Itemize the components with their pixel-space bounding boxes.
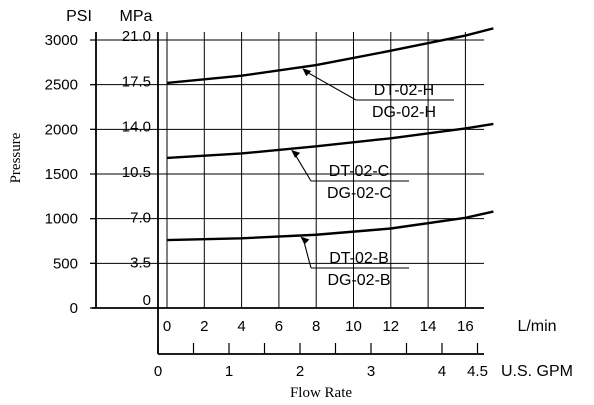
psi-tick-label: 1500 — [45, 166, 78, 183]
mpa-tick-label: 7.0 — [130, 209, 151, 226]
lmin-tick-label: 0 — [163, 318, 171, 335]
mpa-tick-label: 10.5 — [122, 164, 151, 181]
gpm-tick-label: 0 — [154, 363, 162, 380]
gpm-tick-label: 4.5 — [467, 363, 488, 380]
psi-tick-label: 500 — [53, 255, 78, 272]
y-unit-mpa: MPa — [120, 8, 153, 25]
mpa-tick-label: 0 — [143, 292, 151, 309]
lmin-tick-label: 10 — [345, 318, 362, 335]
series-label-bottom: DG-02-B — [327, 272, 390, 289]
psi-tick-label: 2500 — [45, 77, 78, 94]
lmin-tick-label: 6 — [275, 318, 283, 335]
lmin-tick-label: 14 — [420, 318, 437, 335]
psi-tick-label: 1000 — [45, 211, 78, 228]
curves — [166, 27, 494, 242]
gpm-tick-label: 1 — [225, 363, 233, 380]
lmin-tick-label: 2 — [200, 318, 208, 335]
series-label-top: DT-02-B — [329, 250, 389, 267]
series-leader-line — [302, 239, 312, 269]
lmin-tick-label: 12 — [382, 318, 399, 335]
psi-tick-label: 3000 — [45, 32, 78, 49]
lmin-tick-label: 4 — [237, 318, 245, 335]
series-arrowhead — [291, 149, 301, 158]
series-label-bottom: DG-02-H — [372, 104, 436, 121]
x-unit-gpm: U.S. GPM — [501, 363, 573, 380]
mpa-tick-label: 3.5 — [130, 255, 151, 272]
mpa-tick-label: 17.5 — [122, 73, 151, 90]
psi-tick-label: 2000 — [45, 121, 78, 138]
psi-tick-label: 0 — [70, 300, 78, 317]
gpm-tick-label: 2 — [296, 363, 304, 380]
curve-series — [166, 122, 494, 160]
lmin-tick-label: 16 — [457, 318, 474, 335]
mpa-tick-label: 21.0 — [122, 28, 151, 45]
lmin-tick-label: 8 — [312, 318, 320, 335]
series-leader-line — [293, 152, 312, 182]
gpm-tick-label: 4 — [438, 363, 446, 380]
x-unit-lmin: L/min — [517, 318, 556, 335]
gpm-tick-label: 3 — [367, 363, 375, 380]
series-arrowhead — [302, 68, 312, 77]
series-label-bottom: DG-02-C — [327, 185, 391, 202]
series-label-top: DT-02-C — [329, 163, 389, 180]
curve-series — [166, 210, 494, 242]
series-leader-line — [305, 70, 357, 101]
y-unit-psi: PSI — [66, 8, 92, 25]
series-labels: DT-02-H DG-02-H DT-02-C DG-02-C DT-02-B DG-02… — [291, 68, 454, 289]
series-arrowhead — [300, 236, 310, 245]
series-label-top: DT-02-H — [374, 82, 434, 99]
curve-series — [166, 27, 494, 85]
mpa-tick-label: 14.0 — [122, 119, 151, 136]
y-axis-label: Pressure — [8, 132, 24, 183]
x-axis-label: Flow Rate — [290, 385, 352, 401]
chart-frame — [92, 32, 484, 355]
tick-labels: 05001000150020002500300003.57.010.514.01… — [45, 28, 488, 380]
